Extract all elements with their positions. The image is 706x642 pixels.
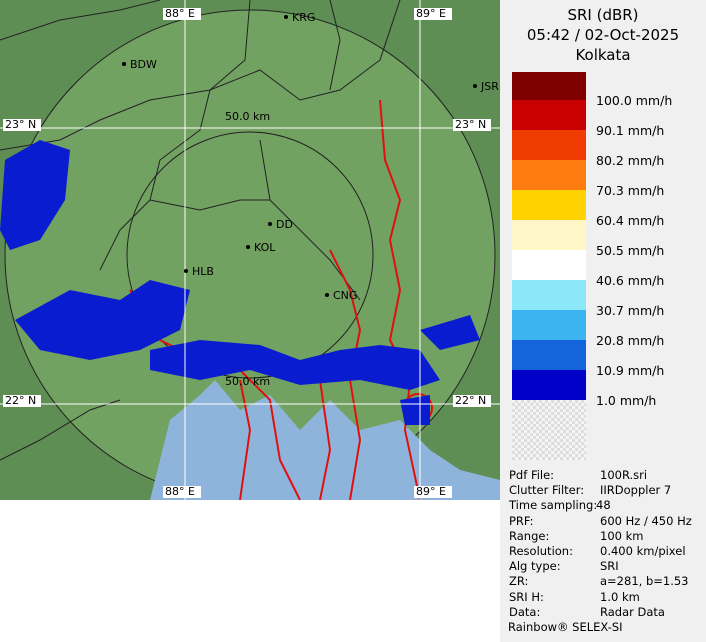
info-value: 48 xyxy=(596,498,611,513)
place-dot xyxy=(325,293,329,297)
grid-label-bg xyxy=(414,8,452,20)
place-label: KOL xyxy=(254,241,276,254)
legend-label: 30.7 mm/h xyxy=(596,303,665,318)
place-label: CNG xyxy=(333,289,357,302)
info-key: Data: xyxy=(509,604,541,619)
legend-label: 90.1 mm/h xyxy=(596,123,665,138)
info-value: IIRDoppler 7 xyxy=(600,483,672,498)
grid-label: 22° N xyxy=(5,394,36,407)
info-key: ZR: xyxy=(509,574,529,589)
legend-label: 100.0 mm/h xyxy=(596,93,673,108)
legend-label: 1.0 mm/h xyxy=(596,393,657,408)
grid-label-bg xyxy=(163,486,201,498)
product-title: SRI (dBR) xyxy=(567,6,639,24)
legend-swatch xyxy=(512,250,586,280)
place-dot xyxy=(184,269,188,273)
legend-swatch xyxy=(512,220,586,250)
info-value: Radar Data xyxy=(600,604,665,619)
info-key: Alg type: xyxy=(509,559,561,574)
legend-label: 40.6 mm/h xyxy=(596,273,665,288)
grid-label: 23° N xyxy=(455,118,486,131)
place-dot xyxy=(473,84,477,88)
footer: Rainbow® SELEX-SI xyxy=(508,620,623,634)
info-value: 100 km xyxy=(600,528,644,543)
graticule xyxy=(0,0,500,500)
boundaries xyxy=(0,0,401,461)
grid-label: 88° E xyxy=(165,7,195,20)
no-data-box xyxy=(512,400,586,460)
timestamp: 05:42 / 02-Oct-2025 xyxy=(526,26,680,44)
info-value: 100R.sri xyxy=(600,468,648,482)
grid-label: 23° N xyxy=(5,118,36,131)
info-key: Time sampling: xyxy=(509,498,598,513)
legend-swatch xyxy=(512,340,586,370)
place-dot xyxy=(284,15,288,19)
legend-swatch xyxy=(512,190,586,220)
legend-swatch xyxy=(512,310,586,340)
info-key: Resolution: xyxy=(509,544,573,558)
place-label: JSR xyxy=(480,80,499,93)
info-key: Pdf File: xyxy=(509,468,555,482)
range-ring-inner xyxy=(126,131,374,379)
legend-swatch xyxy=(512,280,586,310)
range-label: 50.0 km xyxy=(225,375,270,388)
legend-swatch xyxy=(512,72,586,100)
info-value: 0.400 km/pixel xyxy=(600,544,686,558)
grid-label: 22° N xyxy=(455,394,486,407)
grid-label-bg xyxy=(453,119,491,131)
info-key: Range: xyxy=(509,528,550,543)
grid-label-bg xyxy=(414,486,452,498)
grid-label-bg xyxy=(3,395,41,407)
station: Kolkata xyxy=(575,46,631,64)
grid-label: 89° E xyxy=(416,7,446,20)
radar-map: 88° E 89° E 23° N 22° N 88° E 89° E 23° N 22° N… xyxy=(0,0,500,500)
rain-echoes xyxy=(0,140,480,425)
place-label: DD xyxy=(276,218,293,231)
place-label: HLB xyxy=(192,265,214,278)
info-value: a=281, b=1.53 xyxy=(600,574,689,589)
grid-label: 88° E xyxy=(165,485,195,498)
grid-label-bg xyxy=(163,8,201,20)
place-dot xyxy=(268,222,272,226)
place-label: BDW xyxy=(130,58,157,71)
legend-swatch xyxy=(512,160,586,190)
grid-label-bg xyxy=(453,395,491,407)
legend-label: 60.4 mm/h xyxy=(596,213,665,228)
info-key: Clutter Filter: xyxy=(509,483,585,498)
legend-swatch xyxy=(512,100,586,130)
place-label: KRG xyxy=(292,11,315,24)
water xyxy=(150,380,500,500)
info-key: SRI H: xyxy=(509,589,544,604)
grid-labels: 88° E 89° E 23° N 22° N 88° E 89° E 23° N 22° N… xyxy=(3,7,491,498)
range-label: 50.0 km xyxy=(225,110,270,123)
legend-label: 70.3 mm/h xyxy=(596,183,665,198)
place-dot xyxy=(246,245,250,249)
legend-label: 80.2 mm/h xyxy=(596,153,665,168)
info-value: 600 Hz / 450 Hz xyxy=(600,513,692,528)
legend-swatch xyxy=(512,130,586,160)
info-key: PRF: xyxy=(509,513,534,528)
legend-label: 50.5 mm/h xyxy=(596,243,665,258)
legend-swatch xyxy=(512,370,586,400)
legend-label: 20.8 mm/h xyxy=(596,333,665,348)
legend-label: 10.9 mm/h xyxy=(596,363,665,378)
place-dot xyxy=(122,62,126,66)
grid-label: 89° E xyxy=(416,485,446,498)
grid-label-bg xyxy=(3,119,41,131)
info-value: 1.0 km xyxy=(600,589,640,604)
info-value: SRI xyxy=(600,559,619,574)
